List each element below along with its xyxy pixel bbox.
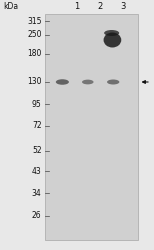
Ellipse shape — [56, 79, 69, 85]
Ellipse shape — [107, 80, 119, 84]
Text: 3: 3 — [121, 2, 126, 11]
Ellipse shape — [82, 80, 94, 84]
Ellipse shape — [103, 32, 121, 48]
Text: 1: 1 — [74, 2, 80, 11]
Text: 2: 2 — [97, 2, 103, 11]
Text: 43: 43 — [32, 166, 42, 175]
Text: 315: 315 — [27, 17, 42, 26]
Text: 180: 180 — [27, 49, 42, 58]
Bar — [45, 14, 138, 240]
Ellipse shape — [104, 30, 119, 36]
Text: 52: 52 — [32, 146, 42, 155]
Text: 95: 95 — [32, 100, 42, 109]
Text: 34: 34 — [32, 188, 42, 198]
Text: 130: 130 — [27, 78, 42, 86]
Text: 26: 26 — [32, 212, 42, 220]
Text: kDa: kDa — [3, 2, 18, 11]
Text: 72: 72 — [32, 121, 42, 130]
Text: 250: 250 — [27, 30, 42, 39]
